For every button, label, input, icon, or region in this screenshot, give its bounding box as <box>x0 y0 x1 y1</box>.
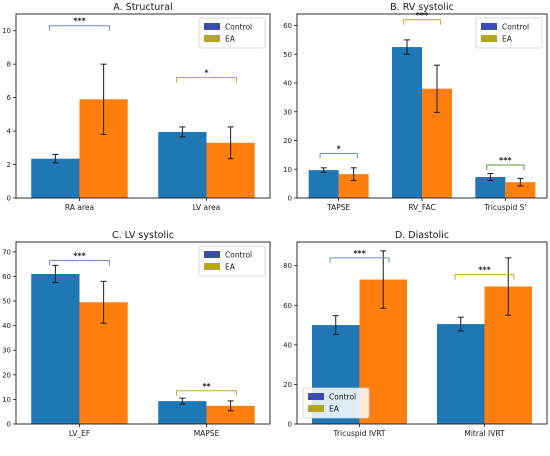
panel-b: B. RV systolic 0 10 20 30 40 50 60 TAPSE RV_FAC Tr… <box>283 2 548 212</box>
legend-label: EA <box>225 263 236 272</box>
legend: Control EA <box>198 17 266 49</box>
significance-label: * <box>337 144 342 153</box>
panel-title: A. Structural <box>113 2 172 13</box>
significance-bracket <box>176 390 237 396</box>
legend-label: Control <box>502 23 529 32</box>
y-tick-label: 20 <box>2 371 11 379</box>
y-tick-label: 60 <box>2 273 11 281</box>
bar-control <box>392 47 422 198</box>
legend: Control EA <box>198 245 266 277</box>
significance-label: *** <box>73 17 86 26</box>
significance-label: *** <box>353 249 366 258</box>
y-tick-label: 6 <box>7 94 12 102</box>
category-label: LV_EF <box>69 429 90 438</box>
legend: Control EA <box>302 387 370 419</box>
y-tick-label: 10 <box>283 166 292 174</box>
y-tick-label: 20 <box>283 381 292 389</box>
bar-ea <box>505 182 536 198</box>
axes-frame <box>15 13 271 199</box>
y-tick-label: 0 <box>288 421 292 429</box>
y-tick-label: 2 <box>7 161 11 169</box>
category-label: LV area <box>193 203 221 212</box>
legend-label: Control <box>225 23 252 32</box>
y-tick-label: 60 <box>283 302 292 310</box>
y-tick-label: 40 <box>283 80 292 88</box>
panel-title: B. RV systolic <box>390 2 454 13</box>
y-tick-label: 4 <box>7 128 12 136</box>
y-tick-label: 40 <box>2 322 11 330</box>
bar-control <box>158 131 207 198</box>
y-tick-label: 0 <box>7 421 11 429</box>
y-tick-label: 50 <box>283 51 292 59</box>
panel-title: C. LV systolic <box>112 230 174 241</box>
bar-ea <box>206 405 255 424</box>
category-label: Tricuspid IVRT <box>332 429 385 438</box>
significance-bracket <box>402 19 442 25</box>
significance-bracket <box>319 152 358 159</box>
panel-title: D. Diastolic <box>395 230 449 241</box>
category-label: RA area <box>65 203 94 212</box>
axes-frame <box>15 241 271 425</box>
y-tick-label: 60 <box>283 22 292 30</box>
y-tick-label: 40 <box>283 341 292 349</box>
significance-bracket <box>329 257 390 263</box>
legend-label: EA <box>502 35 513 44</box>
legend-swatch-control <box>204 23 220 30</box>
legend-label: Control <box>329 393 356 402</box>
bar-control <box>308 170 339 198</box>
legend-label: EA <box>329 405 340 414</box>
significance-bracket <box>454 274 515 280</box>
category-label: Tricuspid S' <box>483 203 526 212</box>
legend-swatch-control <box>308 393 324 400</box>
y-tick-label: 8 <box>7 61 11 69</box>
legend: Control EA <box>475 17 543 49</box>
y-tick-label: 0 <box>7 195 11 203</box>
significance-bracket <box>49 25 110 31</box>
significance-label: *** <box>478 266 491 275</box>
legend-label: EA <box>225 35 236 44</box>
legend-swatch-control <box>481 23 497 30</box>
legend-swatch-ea <box>204 35 220 42</box>
y-tick-label: 30 <box>283 108 292 116</box>
y-tick-label: 0 <box>288 195 292 203</box>
significance-label: *** <box>416 11 429 20</box>
bar-control <box>437 324 485 424</box>
y-tick-label: 70 <box>2 248 11 256</box>
category-label: TAPSE <box>326 203 350 212</box>
significance-label: *** <box>73 251 86 260</box>
significance-bracket <box>176 77 237 83</box>
y-tick-label: 20 <box>283 137 292 145</box>
y-tick-label: 80 <box>283 262 292 270</box>
bar-control <box>31 158 80 198</box>
legend-swatch-ea <box>481 35 497 42</box>
significance-bracket <box>49 259 110 266</box>
bar-control <box>31 273 80 424</box>
y-tick-label: 50 <box>2 298 11 306</box>
significance-bracket <box>486 164 525 170</box>
legend-swatch-ea <box>308 405 324 412</box>
y-tick-label: 10 <box>2 396 11 404</box>
category-label: Mitral IVRT <box>464 429 505 438</box>
panel-c: C. LV systolic 0 10 20 30 40 50 60 70 LV_EF MAPSE *… <box>2 230 271 438</box>
category-label: RV_FAC <box>408 203 436 212</box>
panel-d: D. Diastolic 0 20 40 60 80 Tricuspid IVRT Mitra… <box>283 230 548 438</box>
bar-control <box>158 401 207 424</box>
bar-control <box>475 177 506 198</box>
significance-label: * <box>204 69 209 78</box>
bar-ea <box>338 174 369 198</box>
y-tick-label: 10 <box>2 27 11 35</box>
significance-label: *** <box>499 156 512 165</box>
legend-swatch-ea <box>204 263 220 270</box>
category-label: MAPSE <box>194 429 220 438</box>
axes-frame <box>296 241 548 425</box>
significance-label: ** <box>202 382 211 391</box>
y-tick-label: 30 <box>2 347 11 355</box>
axes-frame <box>296 13 548 199</box>
legend-label: Control <box>225 251 252 260</box>
legend-swatch-control <box>204 251 220 258</box>
